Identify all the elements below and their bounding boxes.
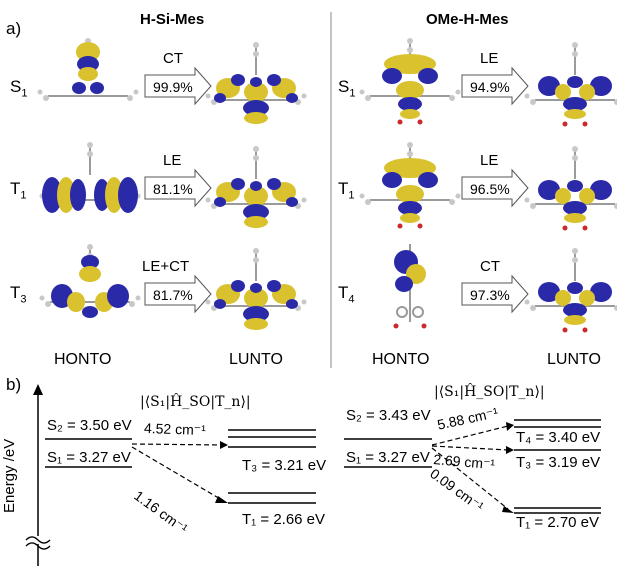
panel-a-label: a) bbox=[6, 19, 22, 38]
pct-left-1: 99.9% bbox=[153, 79, 193, 95]
lunto-t3-left bbox=[206, 248, 307, 330]
energy-axis-label: Energy /eV bbox=[1, 438, 18, 513]
pct-right-1: 94.9% bbox=[470, 79, 510, 95]
type-left-1: CT bbox=[163, 50, 183, 67]
lunto-label-left: LUNTO bbox=[229, 351, 283, 368]
s2-left: S₂ = 3.50 eV bbox=[47, 417, 132, 434]
title-left: H-Si-Mes bbox=[140, 11, 205, 28]
pct-left-3: 81.7% bbox=[153, 287, 193, 303]
state-label-left-1: S1 bbox=[10, 77, 28, 100]
t3-left: T₃ = 3.21 eV bbox=[242, 457, 327, 474]
type-left-2: LE bbox=[163, 152, 182, 169]
t1-left: T₁ = 2.66 eV bbox=[242, 511, 326, 528]
honto-s1-right bbox=[360, 38, 461, 125]
title-right: OMe-H-Mes bbox=[426, 11, 509, 28]
t1-right: T₁ = 2.70 eV bbox=[516, 514, 600, 531]
honto-t4-right bbox=[392, 243, 428, 330]
soc-label-left: |⟨S₁|Ĥ_SO|T_n⟩| bbox=[140, 394, 251, 410]
s2-right: S₂ = 3.43 eV bbox=[346, 407, 431, 424]
type-right-1: LE bbox=[480, 50, 499, 67]
lunto-t4-right bbox=[525, 248, 617, 333]
type-left-3: LE+CT bbox=[142, 258, 190, 275]
lunto-t1-right bbox=[525, 146, 617, 231]
panel-b-label: b) bbox=[6, 375, 22, 394]
honto-t3-left bbox=[40, 244, 141, 318]
state-label-right-2: T1 bbox=[338, 179, 355, 202]
pct-right-3: 97.3% bbox=[470, 287, 510, 303]
s1-left: S₁ = 3.27 eV bbox=[47, 449, 131, 466]
honto-t1-left bbox=[40, 142, 141, 213]
state-label-right-3: T4 bbox=[338, 283, 355, 306]
t4-right: T₄ = 3.40 eV bbox=[516, 429, 601, 446]
t3-right: T₃ = 3.19 eV bbox=[516, 454, 601, 471]
lunto-s1-right bbox=[525, 42, 617, 127]
lunto-s1-left bbox=[206, 42, 307, 124]
honto-label-right: HONTO bbox=[372, 351, 430, 368]
soc-label-right: |⟨S₁|Ĥ_SO|T_n⟩| bbox=[434, 384, 545, 400]
energy-axis-arrowhead bbox=[33, 384, 43, 395]
honto-label-left: HONTO bbox=[54, 351, 112, 368]
state-label-left-3: T3 bbox=[10, 283, 27, 306]
pct-right-2: 96.5% bbox=[470, 181, 510, 197]
s1-right: S₁ = 3.27 eV bbox=[346, 449, 430, 466]
lunto-label-right: LUNTO bbox=[547, 351, 601, 368]
honto-s1-left bbox=[38, 38, 139, 101]
type-right-3: CT bbox=[480, 258, 500, 275]
state-label-left-2: T1 bbox=[10, 179, 27, 202]
pct-left-2: 81.1% bbox=[153, 181, 193, 197]
state-label-right-1: S1 bbox=[338, 77, 356, 100]
honto-t1-right bbox=[360, 142, 461, 229]
type-right-2: LE bbox=[480, 152, 499, 169]
lunto-t1-left bbox=[206, 146, 307, 228]
coupling-left-1: 4.52 cm⁻¹ bbox=[143, 419, 207, 439]
